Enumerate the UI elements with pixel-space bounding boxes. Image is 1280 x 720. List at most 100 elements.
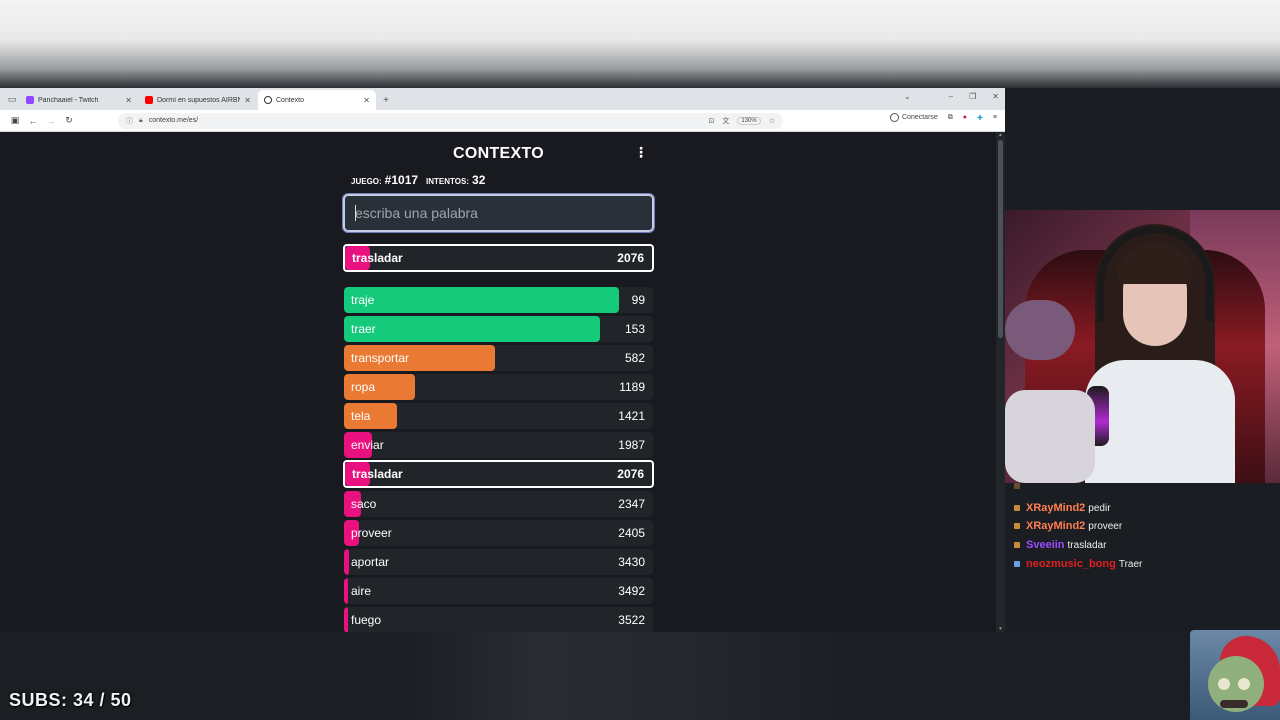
tab-contexto[interactable]: Contexto ✕ — [258, 90, 376, 110]
extension-puzzle-icon[interactable]: ✚ — [977, 114, 983, 122]
back-icon[interactable]: ← — [28, 115, 38, 126]
contexto-favicon-icon — [264, 96, 272, 104]
translate-icon[interactable]: 文 — [722, 117, 730, 125]
similarity-bar — [344, 549, 349, 575]
guess-word: transportar — [351, 351, 410, 365]
guess-row: enviar 1987 — [344, 432, 653, 458]
chat-badge-icon — [1014, 505, 1020, 511]
chat-message-text: proveer — [1088, 520, 1123, 532]
similarity-bar — [344, 432, 372, 458]
scroll-up-icon[interactable]: ▲ — [998, 132, 1003, 138]
tab-actions-icon[interactable]: ▭ — [7, 93, 17, 104]
avatar-eye — [1218, 678, 1230, 690]
guess-row: aportar 3430 — [344, 549, 653, 575]
tab-list-chevron-icon[interactable]: ⌄ — [903, 92, 911, 101]
avatar-eye — [1238, 678, 1250, 690]
menu-icon[interactable]: ≡ — [992, 114, 997, 121]
guess-row: traer 153 — [344, 316, 653, 342]
guess-word: ropa — [351, 380, 376, 394]
scroll-down-icon[interactable]: ▼ — [998, 626, 1003, 632]
chat-badge-icon — [1014, 523, 1020, 529]
similarity-bar — [344, 374, 415, 400]
guess-word: traje — [351, 293, 375, 307]
chat-username[interactable]: XRayMind2 — [1026, 502, 1086, 514]
close-tab-icon[interactable]: ✕ — [125, 95, 132, 105]
tab-bar: ▭ Panchaaiel - Twitch ✕ Dormí en supuest… — [0, 88, 1005, 110]
guess-input[interactable] — [342, 193, 655, 233]
guess-rank: 1189 — [619, 380, 645, 394]
guess-rank: 2347 — [618, 497, 645, 511]
streamer-shirt — [1085, 360, 1235, 483]
blurred-backdrop-bottom — [0, 632, 1280, 720]
chat-username[interactable]: Sveeiin — [1026, 539, 1065, 551]
tab-title: Panchaaiel - Twitch — [38, 96, 99, 104]
similarity-bar — [344, 345, 495, 371]
zoom-indicator[interactable]: 130% — [737, 116, 761, 125]
guess-row: aire 3492 — [344, 578, 653, 604]
guess-word: trasladar — [352, 467, 403, 481]
site-info-icon[interactable]: ⓘ — [126, 117, 133, 125]
similarity-bar — [344, 403, 397, 429]
twitch-favicon-icon — [26, 96, 34, 104]
guess-word: aire — [351, 584, 372, 598]
more-options-icon[interactable]: ⋮ — [634, 144, 648, 160]
page-scrollbar[interactable]: ▲ ▼ — [996, 132, 1005, 632]
address-bar: ▣ ← → ↻ ⓘ 🔒︎ contexto.me/es/ ⊡ 文 130% ☆ … — [0, 110, 1005, 132]
chat-message: neozmusic_bong Traer — [1014, 558, 1142, 570]
similarity-bar — [345, 246, 370, 270]
extensions-icon[interactable]: ⧉ — [947, 113, 953, 121]
guess-word: traer — [351, 322, 376, 336]
close-tab-icon[interactable]: ✕ — [244, 95, 251, 105]
guess-row: ropa 1189 — [344, 374, 653, 400]
similarity-bar — [344, 607, 348, 632]
chat-message-text: pedir — [1088, 502, 1111, 514]
chat-line-partial — [1014, 483, 1026, 489]
close-tab-icon[interactable]: ✕ — [363, 95, 370, 105]
sidebar-toggle-icon[interactable]: ▣ — [10, 115, 20, 125]
guess-word: proveer — [351, 526, 392, 540]
guess-row: fuego 3522 — [344, 607, 653, 632]
profile-avatar-icon — [890, 113, 899, 122]
minimize-icon[interactable]: – — [948, 92, 954, 101]
game-title: CONTEXTO — [452, 145, 544, 162]
reload-icon[interactable]: ↻ — [65, 115, 73, 125]
zombie-avatar — [1190, 630, 1280, 720]
tab-youtube[interactable]: Dormí en supuestos AIRBNB *5 ✕ — [139, 90, 257, 110]
scrollbar-thumb[interactable] — [998, 140, 1003, 338]
game-label: JUEGO: — [351, 177, 382, 186]
guess-rank: 2405 — [618, 526, 645, 540]
chat-message-text: Traer — [1118, 558, 1143, 570]
install-app-icon[interactable]: ⊡ — [708, 117, 715, 125]
page-content: CONTEXTO ⋮ JUEGO: #1017 INTENTOS: 32 tra… — [0, 132, 1005, 632]
guess-rank: 99 — [631, 293, 645, 307]
subs-counter: SUBS: 34 / 50 — [9, 690, 132, 710]
close-window-icon[interactable]: ✕ — [992, 92, 999, 101]
toolbar-right: Conectarse ⧉ ● ✚ ≡ — [890, 113, 997, 122]
browser-window: ▭ Panchaaiel - Twitch ✕ Dormí en supuest… — [0, 88, 1005, 632]
forward-icon[interactable]: → — [46, 115, 56, 126]
chat-username[interactable]: neozmusic_bong — [1026, 558, 1116, 570]
chat-message: XRayMind2 pedir — [1014, 502, 1111, 514]
restore-icon[interactable]: ❐ — [969, 92, 977, 101]
profile-button[interactable]: Conectarse — [890, 113, 938, 122]
chat-username[interactable]: XRayMind2 — [1026, 520, 1086, 532]
guess-word: fuego — [351, 613, 382, 627]
similarity-bar — [344, 316, 600, 342]
guess-rank: 3430 — [618, 555, 645, 569]
guess-rank: 153 — [624, 322, 645, 336]
guess-rank: 1421 — [618, 409, 645, 423]
url-text[interactable]: contexto.me/es/ — [148, 117, 199, 124]
text-caret — [355, 205, 356, 221]
tab-twitch[interactable]: Panchaaiel - Twitch ✕ — [20, 90, 138, 110]
url-field[interactable]: ⓘ 🔒︎ contexto.me/es/ ⊡ 文 130% ☆ — [118, 112, 783, 129]
guess-rank: 582 — [624, 351, 645, 365]
window-controls: ⌄ – ❐ ✕ — [904, 92, 999, 101]
guess-word: tela — [351, 409, 371, 423]
chat-badge-icon — [1014, 561, 1020, 567]
chat-badge-icon — [1014, 483, 1020, 489]
guess-row: saco 2347 — [344, 491, 653, 517]
bookmark-star-icon[interactable]: ☆ — [768, 117, 775, 125]
guess-row-highlighted: trasladar 2076 — [343, 244, 654, 272]
extension-red-icon[interactable]: ● — [962, 114, 968, 121]
new-tab-icon[interactable]: + — [383, 94, 389, 106]
